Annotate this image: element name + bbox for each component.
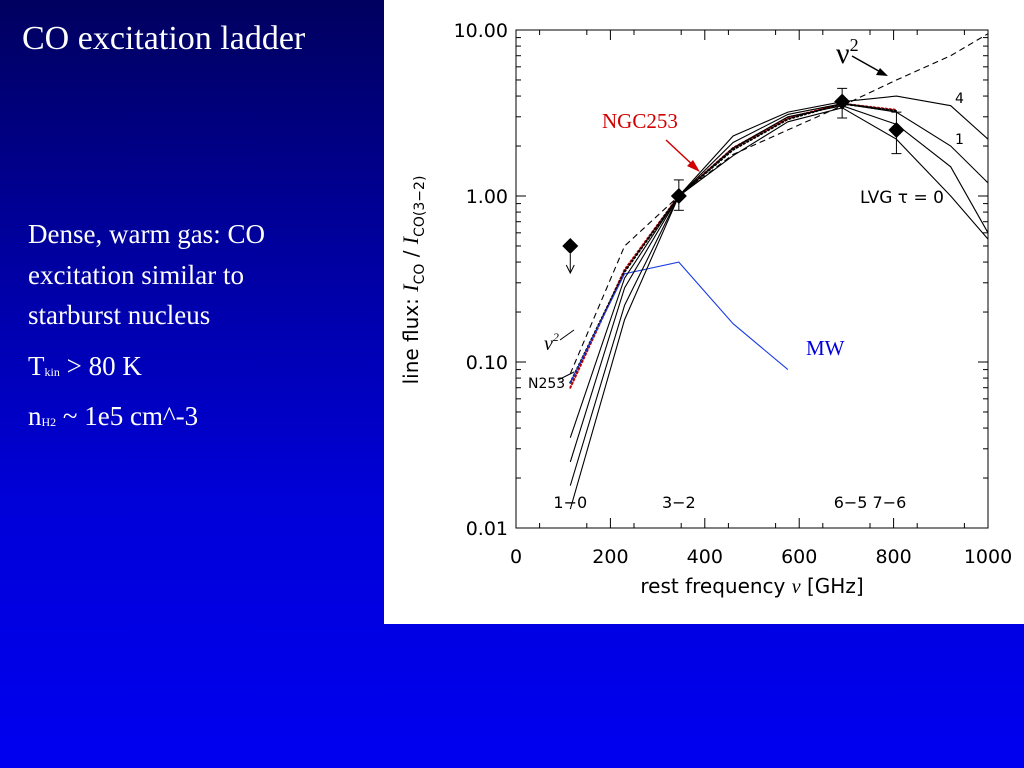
bullet-dense-gas: Dense, warm gas: CO excitation similar t… xyxy=(28,214,358,336)
observation-point xyxy=(888,121,905,138)
bullet-tkin: Tkin > 80 K xyxy=(28,346,358,387)
x-tick-label: 0 xyxy=(510,546,522,568)
x-tick-label: 1000 xyxy=(964,546,1012,568)
series-curve-5-line xyxy=(569,95,989,438)
observation-layer xyxy=(562,87,905,275)
y-tick-label: 10.00 xyxy=(454,20,508,42)
series-curve-1-line xyxy=(569,33,989,374)
lvg-label: LVG τ = 0 xyxy=(860,188,944,208)
y-axis-label: line flux: ICO / ICO(3−2) xyxy=(398,176,428,385)
mw-label: MW xyxy=(806,336,845,360)
transition-label: 6−5 7−6 xyxy=(834,493,907,512)
transition-label: 1−0 xyxy=(553,493,587,512)
nu2-arrow-head xyxy=(876,68,888,76)
y-tick-label: 1.00 xyxy=(466,186,508,208)
tkin-symbol: T xyxy=(28,350,45,381)
y-tick-layer: 10.00 1.00 0.10 0.01 xyxy=(454,20,988,540)
series-mw-line xyxy=(569,261,789,383)
n253-arrow xyxy=(557,371,575,381)
bullet-line: starburst nucleus xyxy=(28,300,211,330)
nh2-subscript: H2 xyxy=(41,415,57,429)
ngc253-arrow-head xyxy=(687,160,700,172)
chart-panel: 0 200 400 600 800 1000 10.00 1.00 0.10 0.01 rest… xyxy=(384,0,1024,624)
curve-4-label: 4 xyxy=(955,91,964,107)
transition-label: 3−2 xyxy=(662,493,696,512)
nh2-value: ~ 1e5 cm^-3 xyxy=(56,401,199,431)
x-axis-label: rest frequency ν [GHz] xyxy=(640,574,863,598)
bullet-line: Dense, warm gas: CO xyxy=(28,219,265,249)
x-tick-label: 800 xyxy=(875,546,911,568)
y-tick-label: 0.10 xyxy=(466,352,508,374)
observation-point xyxy=(562,237,579,254)
series-curve-6-line xyxy=(569,103,989,463)
observation-point xyxy=(834,93,851,110)
ngc253-label: NGC253 xyxy=(602,109,678,133)
tkin-value: > 80 K xyxy=(59,350,142,381)
nh2-symbol: n xyxy=(28,401,42,431)
series-ngc253-line xyxy=(569,102,898,389)
series-n253-line xyxy=(569,102,898,384)
x-tick-label: 400 xyxy=(687,546,723,568)
curve-1-label: 1 xyxy=(955,132,964,148)
transition-labels: 1−0 3−2 6−5 7−6 xyxy=(553,493,906,512)
series-curve-7-line xyxy=(569,105,989,486)
bullet-line: excitation similar to xyxy=(28,259,244,290)
plot-frame xyxy=(515,29,989,529)
nu2-top-label: ν2 xyxy=(836,35,859,70)
x-tick-label: 200 xyxy=(592,546,628,568)
y-tick-label: 0.01 xyxy=(466,518,508,540)
upper-limit-arrowhead xyxy=(565,264,575,275)
series-curve-8-line xyxy=(569,107,989,510)
co-ladder-chart: 0 200 400 600 800 1000 10.00 1.00 0.10 0.01 rest… xyxy=(398,20,1012,598)
bullet-list: Dense, warm gas: CO excitation similar t… xyxy=(28,214,358,447)
tkin-subscript: kin xyxy=(44,364,60,379)
bullet-nh2: nH2 ~ 1e5 cm^-3 xyxy=(28,396,358,437)
series-layer xyxy=(569,33,989,510)
observation-point xyxy=(670,188,687,204)
n253-label: N253 xyxy=(528,376,565,392)
nu2-left-arrow xyxy=(559,329,575,341)
x-tick-layer: 0 200 400 600 800 1000 xyxy=(510,30,1012,568)
x-tick-label: 600 xyxy=(781,546,817,568)
nu2-left-label: ν2 xyxy=(544,330,559,355)
slide-title: CO excitation ladder xyxy=(22,20,306,57)
